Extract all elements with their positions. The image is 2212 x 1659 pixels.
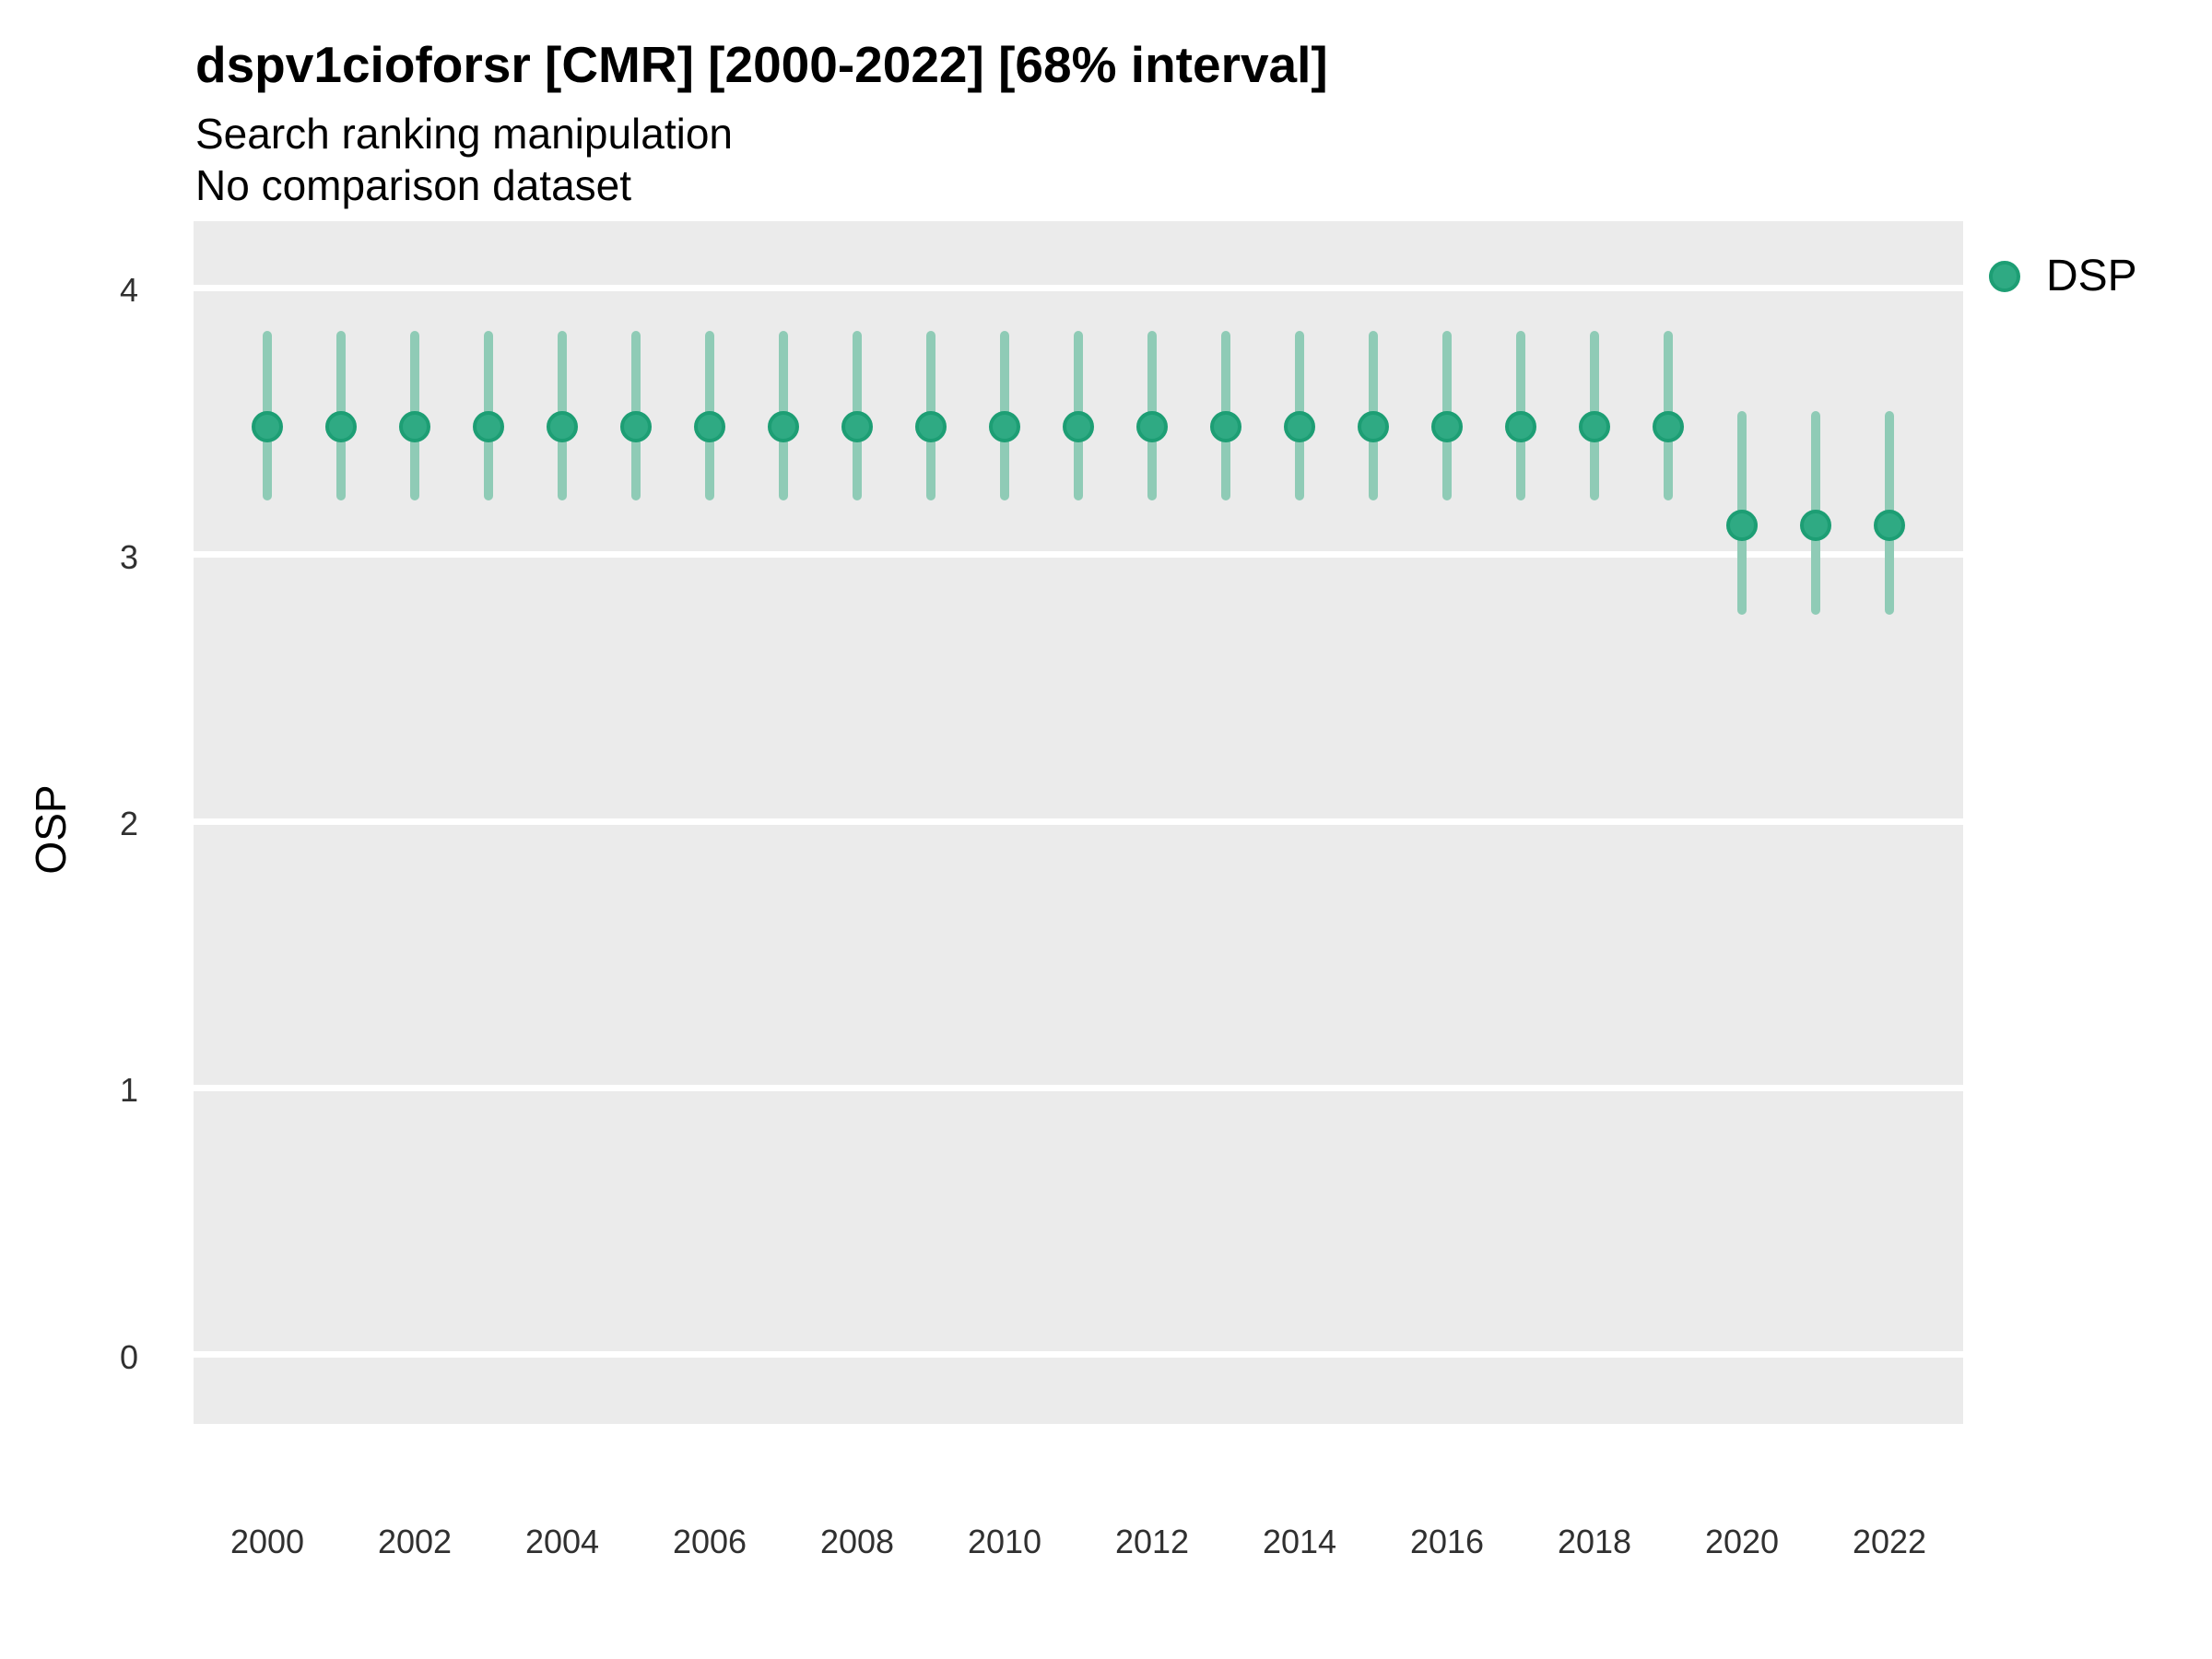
data-point-2008 — [841, 410, 873, 442]
data-point-2014 — [1284, 410, 1315, 442]
gridline-y-0 — [194, 1351, 1963, 1359]
x-tick-label-2008: 2008 — [819, 1523, 895, 1560]
chart-subtitle: Search ranking manipulation — [195, 110, 734, 158]
data-point-2004 — [547, 410, 578, 442]
x-tick-label-2018: 2018 — [1557, 1523, 1632, 1560]
data-point-2001 — [325, 410, 357, 442]
data-point-2002 — [399, 410, 430, 442]
x-tick-label-2020: 2020 — [1704, 1523, 1780, 1560]
data-point-2010 — [989, 410, 1020, 442]
data-point-2021 — [1800, 509, 1831, 541]
x-tick-label-2016: 2016 — [1409, 1523, 1485, 1560]
x-tick-label-2014: 2014 — [1262, 1523, 1337, 1560]
data-point-2015 — [1358, 410, 1389, 442]
gridline-y-4 — [194, 284, 1963, 291]
x-tick-label-2012: 2012 — [1114, 1523, 1190, 1560]
gridline-y-1 — [194, 1084, 1963, 1091]
x-tick-label-2002: 2002 — [377, 1523, 453, 1560]
x-tick-label-2022: 2022 — [1852, 1523, 1927, 1560]
legend-point-icon — [1989, 260, 2020, 292]
x-tick-label-2010: 2010 — [967, 1523, 1042, 1560]
data-point-2018 — [1579, 410, 1610, 442]
y-tick-label-4: 4 — [119, 271, 138, 310]
legend: DSP — [1989, 251, 2137, 301]
x-tick-label-2000: 2000 — [229, 1523, 305, 1560]
data-point-2020 — [1726, 509, 1758, 541]
y-tick-label-3: 3 — [119, 537, 138, 576]
data-point-2009 — [915, 410, 947, 442]
data-point-2019 — [1653, 410, 1684, 442]
legend-label: DSP — [2046, 252, 2137, 300]
data-point-2007 — [768, 410, 799, 442]
x-tick-label-2006: 2006 — [672, 1523, 747, 1560]
gridline-y-2 — [194, 818, 1963, 825]
y-tick-label-1: 1 — [119, 1071, 138, 1110]
data-point-2003 — [473, 410, 504, 442]
gridline-y-3 — [194, 551, 1963, 559]
data-point-2017 — [1505, 410, 1536, 442]
data-point-2022 — [1874, 509, 1905, 541]
data-point-2006 — [694, 410, 725, 442]
y-tick-label-0: 0 — [119, 1337, 138, 1376]
data-point-2005 — [620, 410, 652, 442]
chart-title: dspv1cioforsr [CMR] [2000-2022] [68% int… — [195, 36, 1328, 93]
data-point-2000 — [252, 410, 283, 442]
data-point-2011 — [1063, 410, 1094, 442]
data-point-2016 — [1431, 410, 1463, 442]
y-tick-label-2: 2 — [119, 805, 138, 843]
x-tick-label-2004: 2004 — [524, 1523, 600, 1560]
plot-area — [194, 221, 1963, 1424]
data-point-2012 — [1136, 410, 1168, 442]
chart-note: No comparison dataset — [195, 161, 632, 209]
data-point-2013 — [1210, 410, 1241, 442]
